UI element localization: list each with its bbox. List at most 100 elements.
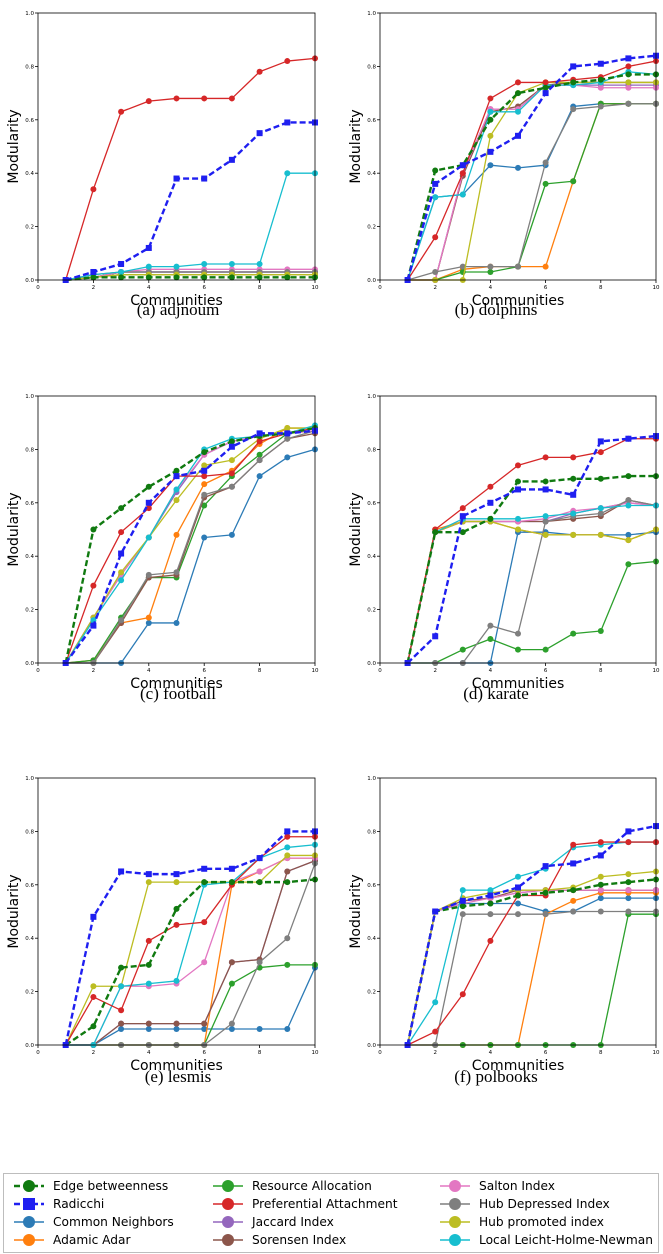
data-point	[145, 614, 152, 621]
data-point	[118, 529, 125, 536]
x-tick-label: 6	[202, 1050, 206, 1056]
data-point	[118, 617, 125, 624]
data-point	[145, 871, 152, 878]
series-edge-betweenness	[404, 71, 659, 283]
data-point	[284, 828, 291, 835]
y-tick-label: 0.0	[367, 1043, 376, 1049]
data-point	[625, 497, 632, 504]
series-preferential-attachment	[404, 839, 659, 1048]
chart-panel-lesmis: 0.0 0.2 0.4 0.6 0.8 1.0 0 2 4 6 8 10 Communities Modu…	[6, 776, 319, 1074]
y-tick-label: 0.2	[25, 990, 34, 996]
x-tick-label: 2	[92, 285, 96, 291]
data-point	[542, 159, 549, 166]
series-common-neighbors	[62, 446, 318, 666]
data-point	[515, 478, 521, 485]
series-line	[406, 438, 656, 664]
data-point	[515, 132, 521, 139]
y-tick-label: 0.2	[367, 225, 376, 231]
series-line	[65, 276, 315, 282]
data-point	[515, 164, 521, 171]
series-line	[65, 430, 316, 664]
data-point	[542, 863, 549, 870]
caption-dataset: lesmis	[167, 1067, 212, 1086]
caption-dataset: karate	[487, 684, 529, 703]
data-point	[228, 1025, 235, 1032]
series-local-lhn	[62, 422, 318, 666]
series-line	[407, 103, 656, 281]
y-tick-label: 1.0	[367, 776, 376, 782]
data-point	[201, 175, 208, 182]
data-point	[256, 879, 263, 886]
legend-label: Edge betweenness	[53, 1179, 169, 1193]
data-point	[173, 879, 180, 886]
x-tick-label: 4	[147, 668, 151, 674]
series-line	[65, 57, 316, 281]
data-point	[487, 892, 494, 899]
data-point	[515, 646, 521, 653]
x-tick-label: 2	[92, 668, 96, 674]
data-point	[432, 908, 439, 915]
data-point	[515, 263, 521, 270]
y-tick-label: 0.4	[367, 171, 376, 177]
data-point	[459, 191, 466, 198]
series-line	[406, 889, 656, 1046]
data-point	[459, 529, 466, 536]
x-tick-label: 6	[544, 1050, 548, 1056]
data-point	[515, 79, 521, 86]
data-point	[487, 116, 494, 123]
data-point	[173, 905, 180, 912]
x-tick-label: 0	[378, 668, 382, 674]
y-tick-label: 0.0	[367, 278, 376, 284]
data-point	[284, 58, 291, 65]
data-point	[542, 911, 549, 918]
chart-panel-football: 0.0 0.2 0.4 0.6 0.8 1.0 0 2 4 6 8 10 Communities Modu…	[6, 394, 319, 692]
legend-label: Preferential Attachment	[252, 1197, 398, 1211]
y-tick-label: 0.2	[25, 608, 34, 614]
y-tick-label: 1.0	[367, 394, 376, 400]
x-tick-label: 0	[378, 285, 382, 291]
legend-marker-circle-icon	[213, 1180, 243, 1192]
data-point	[625, 879, 632, 886]
axes-frame	[37, 395, 316, 664]
x-tick-label: 8	[599, 285, 603, 291]
data-point	[515, 892, 521, 899]
series-line	[65, 860, 316, 1046]
legend-marker-circle-dashed-icon	[14, 1180, 44, 1192]
y-tick-label: 0.6	[367, 118, 376, 124]
x-tick-label: 4	[147, 1050, 151, 1056]
series-line	[407, 103, 656, 281]
data-point	[625, 839, 632, 846]
series-line	[65, 430, 316, 664]
data-point	[173, 531, 180, 538]
y-tick-label: 1.0	[367, 11, 376, 17]
data-point	[173, 1025, 180, 1032]
y-axis-label: Modularity	[6, 874, 22, 948]
data-point	[570, 79, 577, 86]
series-resource-allocation	[404, 100, 659, 283]
data-point	[201, 467, 208, 474]
series-line	[65, 967, 316, 1046]
data-point	[487, 483, 494, 490]
data-point	[173, 921, 180, 928]
y-axis-label: Modularity	[348, 874, 364, 948]
legend-label: Resource Allocation	[252, 1179, 372, 1193]
x-tick-label: 6	[544, 285, 548, 291]
data-point	[284, 119, 291, 126]
data-point	[228, 1020, 235, 1027]
data-point	[228, 865, 235, 872]
data-point	[118, 1025, 125, 1032]
series-line	[65, 430, 316, 664]
y-axis-label: Modularity	[348, 109, 364, 183]
legend-square	[23, 1198, 35, 1210]
series-sorensen	[62, 430, 318, 666]
chart-grid: 0.0 0.2 0.4 0.6 0.8 1.0 0 2 4 6 8 10 Communities Modu…	[6, 11, 660, 1074]
data-point	[145, 937, 152, 944]
series-line	[406, 889, 656, 1046]
data-point	[284, 274, 291, 281]
data-point	[284, 425, 291, 432]
y-tick-label: 1.0	[25, 11, 34, 17]
series-line	[65, 836, 315, 1046]
data-point	[570, 454, 577, 461]
legend-dot	[222, 1234, 234, 1246]
legend-marker-circle-icon	[440, 1180, 470, 1192]
